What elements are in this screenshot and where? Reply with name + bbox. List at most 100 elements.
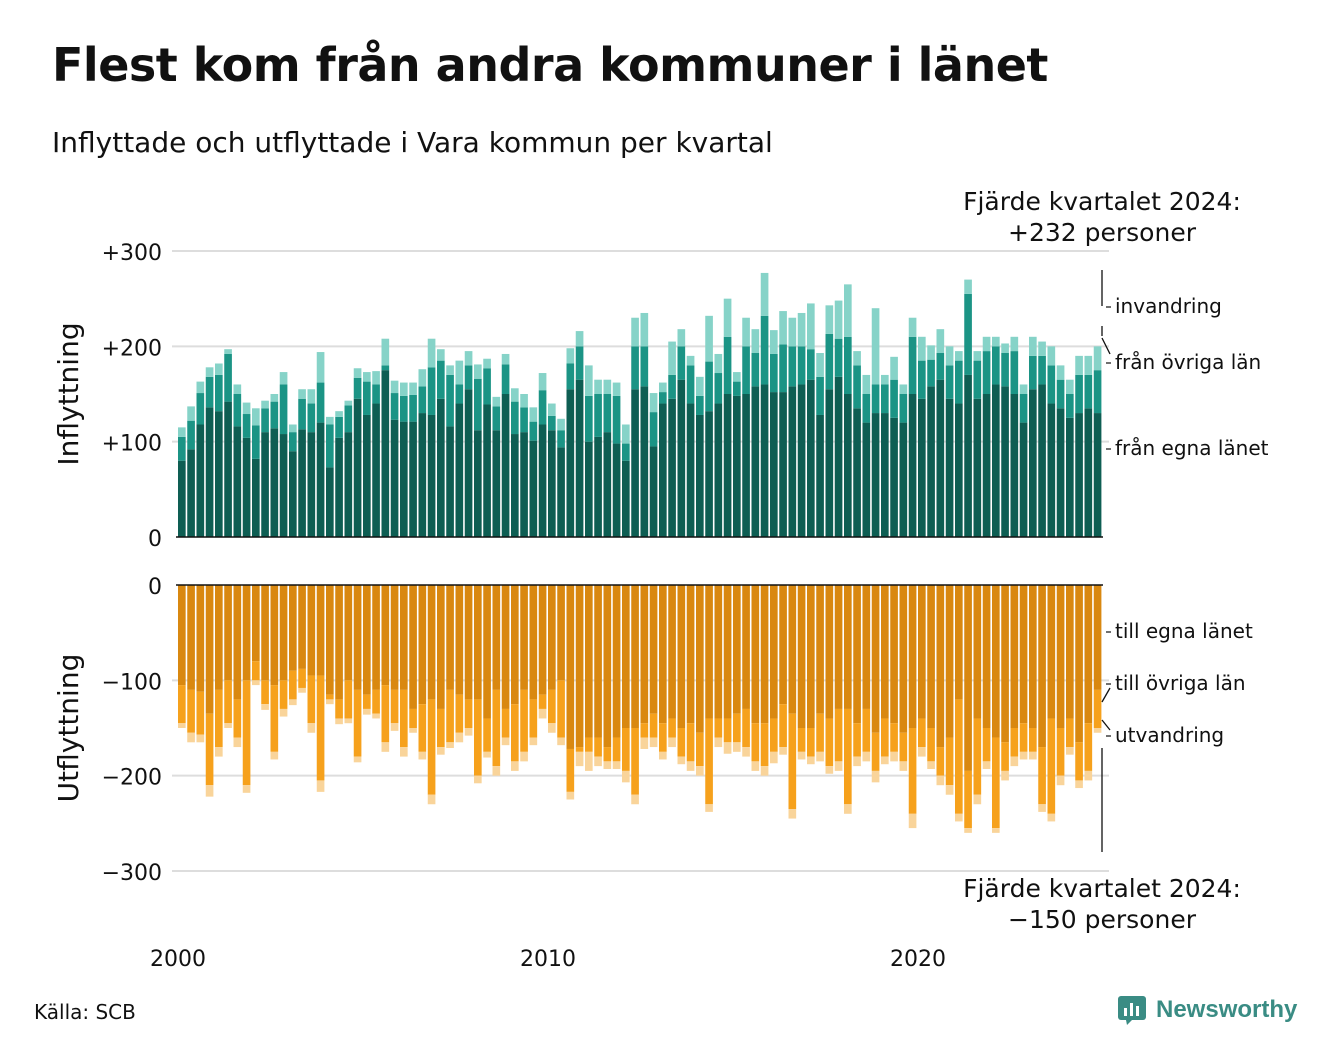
series-label: utvandring bbox=[1115, 723, 1224, 747]
bar-segment bbox=[788, 809, 797, 819]
series-label: från övriga län bbox=[1115, 350, 1261, 374]
bar-segment bbox=[418, 369, 427, 387]
bar-segment bbox=[714, 373, 723, 404]
bar-segment bbox=[538, 708, 547, 719]
bar-segment bbox=[908, 585, 917, 728]
bar-segment bbox=[668, 398, 676, 537]
bar-segment bbox=[418, 585, 427, 705]
bar-segment bbox=[205, 713, 214, 786]
bar-segment bbox=[760, 766, 769, 776]
bar-segment bbox=[1001, 585, 1009, 743]
bar-segment bbox=[733, 372, 741, 382]
bar-segment bbox=[307, 432, 316, 537]
bar-segment bbox=[233, 585, 242, 700]
bar-segment bbox=[548, 403, 556, 416]
bar-segment bbox=[751, 585, 760, 724]
bar-segment bbox=[982, 585, 991, 728]
bar-segment bbox=[899, 394, 908, 423]
bar-segment bbox=[409, 728, 417, 733]
bar-segment bbox=[760, 272, 769, 316]
y-axis-title: Utflyttning bbox=[52, 654, 85, 803]
bar-segment bbox=[464, 351, 473, 366]
bar-segment bbox=[603, 761, 612, 769]
bar-segment bbox=[529, 407, 538, 422]
bar-segment bbox=[455, 384, 464, 404]
bar-segment bbox=[279, 680, 288, 709]
bar-segment bbox=[612, 737, 621, 762]
bar-segment bbox=[945, 346, 954, 366]
bar-segment bbox=[511, 585, 519, 705]
bar-segment bbox=[261, 400, 269, 409]
bar-segment bbox=[964, 770, 972, 829]
bar-segment bbox=[372, 403, 380, 537]
bar-segment bbox=[233, 426, 242, 537]
bar-segment bbox=[927, 345, 935, 360]
bar-segment bbox=[677, 346, 686, 380]
bar-segment bbox=[1001, 343, 1009, 354]
bar-segment bbox=[788, 386, 797, 537]
bar-segment bbox=[696, 414, 704, 537]
bar-segment bbox=[224, 349, 232, 354]
bar-segment bbox=[871, 308, 880, 385]
bar-segment bbox=[1038, 355, 1046, 385]
y-tick-label: +300 bbox=[102, 241, 162, 266]
bar-segment bbox=[538, 694, 547, 709]
bar-segment bbox=[548, 723, 556, 733]
bar-segment bbox=[252, 585, 260, 662]
bar-segment bbox=[446, 365, 454, 375]
bar-segment bbox=[483, 718, 491, 752]
top-annotation-line2: +232 personer bbox=[1008, 218, 1196, 247]
bar-segment bbox=[474, 775, 482, 784]
bar-segment bbox=[261, 585, 269, 681]
bar-segment bbox=[474, 430, 482, 537]
bar-segment bbox=[575, 331, 584, 347]
bar-segment bbox=[557, 737, 565, 746]
bar-segment bbox=[797, 728, 806, 752]
bar-segment bbox=[1029, 751, 1037, 760]
y-tick-label: +200 bbox=[102, 336, 162, 361]
bar-segment bbox=[603, 394, 612, 433]
bar-segment bbox=[585, 441, 593, 537]
bar-segment bbox=[446, 585, 454, 690]
bar-segment bbox=[1066, 718, 1074, 748]
bar-segment bbox=[982, 351, 991, 394]
bar-segment bbox=[566, 348, 575, 364]
bar-segment bbox=[649, 713, 658, 738]
bar-segment bbox=[649, 412, 658, 447]
bar-segment bbox=[1010, 756, 1019, 767]
bar-segment bbox=[400, 585, 408, 690]
bar-segment bbox=[372, 585, 380, 690]
bar-segment bbox=[446, 426, 454, 537]
bar-segment bbox=[196, 381, 205, 394]
bar-segment bbox=[483, 368, 491, 405]
bar-segment bbox=[723, 336, 732, 394]
bar-segment bbox=[279, 708, 288, 717]
bar-segment bbox=[1038, 804, 1046, 812]
bar-segment bbox=[714, 737, 723, 748]
bar-segment bbox=[622, 728, 630, 771]
bar-segment bbox=[335, 411, 343, 417]
bar-segment bbox=[335, 585, 343, 700]
bar-segment bbox=[788, 346, 797, 387]
bar-segment bbox=[298, 429, 306, 537]
bar-segment bbox=[344, 432, 353, 537]
bar-segment bbox=[381, 585, 390, 686]
bar-segment bbox=[390, 689, 399, 724]
bar-segment bbox=[363, 708, 371, 715]
bar-segment bbox=[205, 785, 214, 797]
bar-segment bbox=[575, 346, 584, 380]
bar-segment bbox=[187, 732, 195, 743]
bar-segment bbox=[649, 393, 658, 413]
brand-logo[interactable]: Newsworthy bbox=[1116, 994, 1297, 1026]
bar-segment bbox=[1047, 346, 1056, 366]
bar-segment bbox=[427, 699, 436, 795]
bar-segment bbox=[464, 728, 473, 736]
bar-segment bbox=[464, 585, 473, 700]
bar-segment bbox=[196, 734, 205, 743]
bar-segment bbox=[501, 353, 510, 365]
bar-segment bbox=[1084, 374, 1093, 409]
bar-segment bbox=[649, 585, 658, 714]
bar-segment bbox=[501, 708, 510, 738]
bar-segment bbox=[196, 691, 205, 735]
bar-segment bbox=[899, 585, 908, 733]
